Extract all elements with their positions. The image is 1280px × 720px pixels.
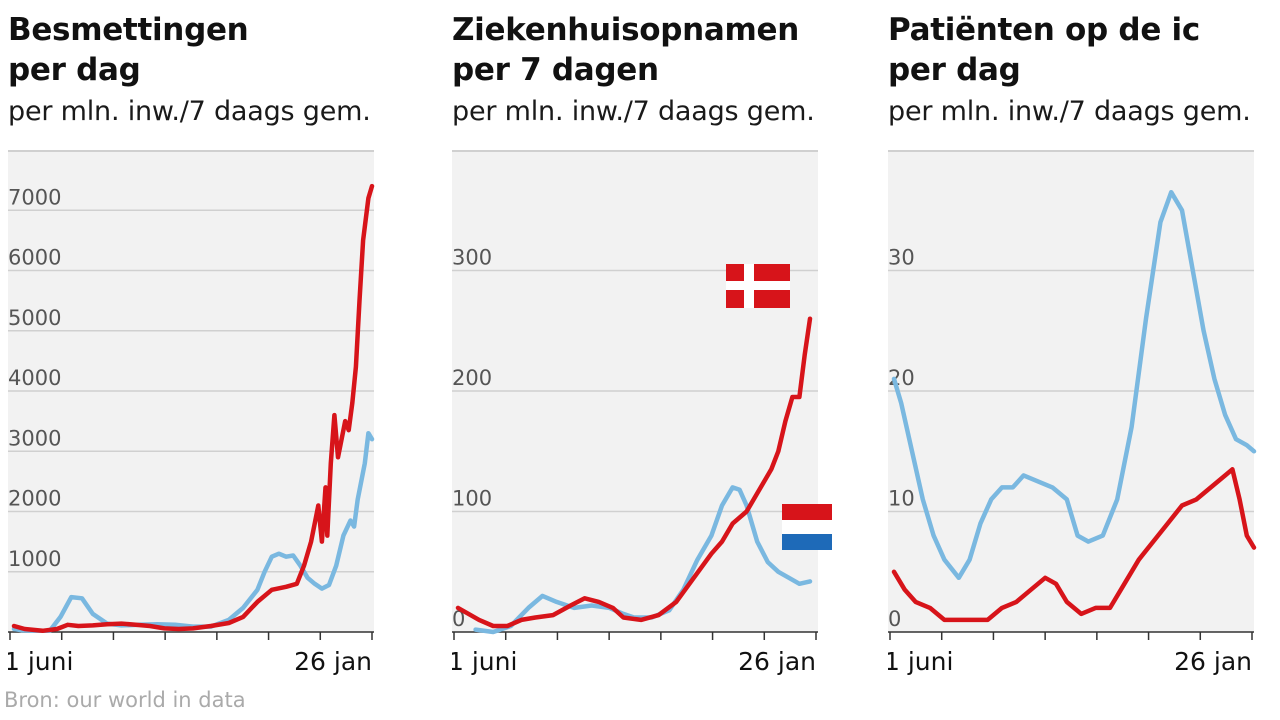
chart-title-line-1: Ziekenhuisopnamen — [452, 12, 799, 48]
y-tick-label: 30 — [888, 246, 915, 270]
x-tick-label: 26 jan — [294, 647, 372, 676]
x-tick-label: 26 jan — [738, 647, 816, 676]
chart-title-line-1: Besmettingen — [8, 12, 249, 48]
chart-panel-hospital-admissions: Ziekenhuisopnamen per 7 dagen per mln. i… — [452, 0, 852, 690]
chart-title-line-2: per 7 dagen — [452, 52, 659, 88]
chart-title: Besmettingen per dag — [8, 10, 249, 90]
chart-subtitle: per mln. inw./7 daags gem. — [8, 96, 371, 127]
flag-denmark-cross-horizontal — [726, 281, 790, 290]
chart-title-line-2: per dag — [888, 52, 1021, 88]
chart-panel-icu-patients: Patiënten op de ic per dag per mln. inw.… — [888, 0, 1280, 690]
x-tick-label: 1 juni — [8, 647, 73, 676]
chart-subtitle: per mln. inw./7 daags gem. — [888, 96, 1251, 127]
series-line-netherlands — [891, 189, 1257, 581]
y-tick-label: 200 — [452, 366, 492, 390]
chart-title: Patiënten op de ic per dag — [888, 10, 1200, 90]
flag-denmark-icon — [726, 264, 790, 308]
series-line-denmark — [455, 316, 813, 629]
flag-netherlands-blue-band — [782, 534, 832, 550]
y-tick-label: 7000 — [8, 185, 61, 209]
y-tick-label: 10 — [888, 487, 915, 511]
series-line-denmark — [891, 467, 1257, 623]
y-tick-label: 0 — [888, 607, 901, 631]
x-tick-label: 1 juni — [452, 647, 517, 676]
y-tick-label: 1000 — [8, 547, 61, 571]
y-tick-label: 4000 — [8, 366, 61, 390]
y-tick-label: 5000 — [8, 306, 61, 330]
chart-title-line-2: per dag — [8, 52, 141, 88]
line-chart-hospital-admissions: 0 100 200 300 1 juni 26 jan — [452, 150, 832, 676]
chart-panel-infections: Besmettingen per dag per mln. inw./7 daa… — [8, 0, 408, 690]
flag-netherlands-white-band — [782, 520, 832, 534]
flag-netherlands-red-band — [782, 504, 832, 520]
y-tick-label: 100 — [452, 487, 492, 511]
chart-subtitle: per mln. inw./7 daags gem. — [452, 96, 815, 127]
source-note: Bron: our world in data — [4, 688, 246, 712]
x-tick-label: 26 jan — [1174, 647, 1252, 676]
line-chart-infections: 1000 2000 3000 4000 5000 6000 7000 1 juni 26 jan — [8, 150, 375, 676]
y-tick-label: 300 — [452, 246, 492, 270]
chart-title-line-1: Patiënten op de ic — [888, 12, 1200, 48]
series-line-netherlands — [11, 430, 375, 634]
y-tick-label: 6000 — [8, 246, 61, 270]
x-tick-label: 1 juni — [888, 647, 953, 676]
series-line-denmark — [11, 183, 375, 634]
y-tick-label: 3000 — [8, 426, 61, 450]
chart-title: Ziekenhuisopnamen per 7 dagen — [452, 10, 799, 90]
y-tick-label: 0 — [452, 607, 465, 631]
y-tick-label: 2000 — [8, 487, 61, 511]
flag-netherlands-icon — [782, 504, 832, 550]
